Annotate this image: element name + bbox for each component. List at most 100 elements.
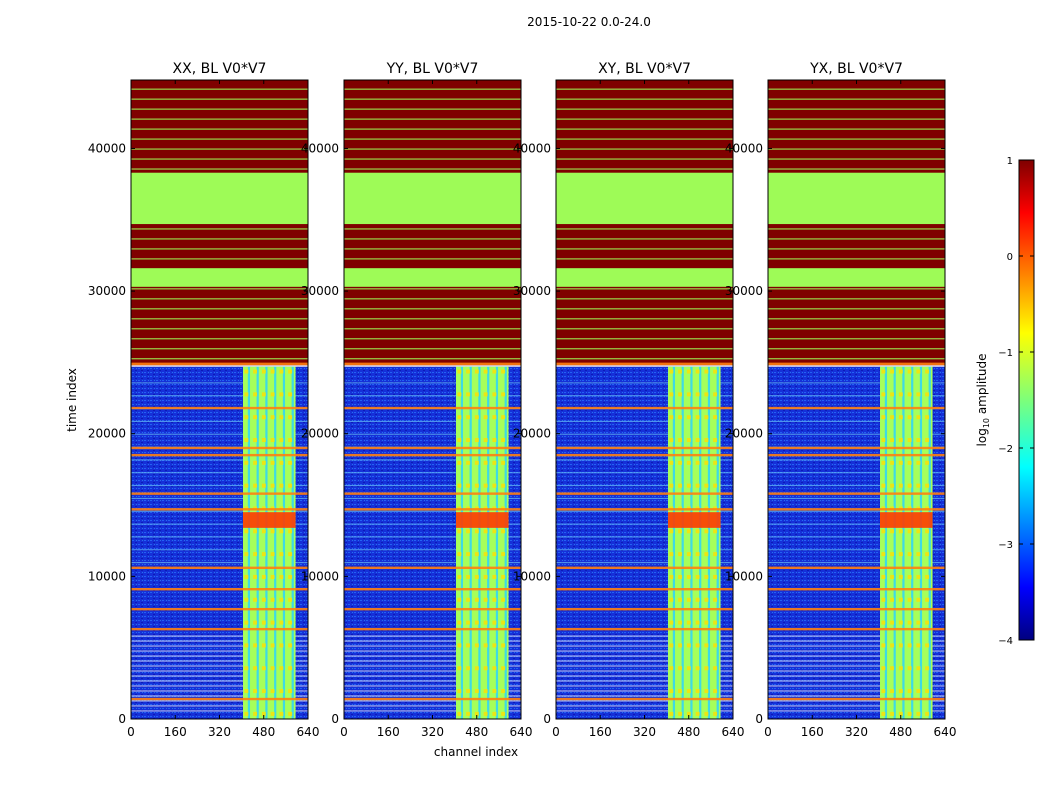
hot-spot <box>253 552 258 557</box>
hot-spot <box>916 689 921 694</box>
orange-row <box>556 362 733 366</box>
gap-line <box>556 685 733 687</box>
hot-spot <box>695 552 700 557</box>
hot-spot <box>898 392 903 397</box>
flagged-stripe <box>344 168 521 170</box>
hot-spot <box>695 483 700 488</box>
hot-spot <box>669 415 674 420</box>
hot-spot <box>253 529 258 534</box>
colorbar-gradient <box>1018 159 1035 641</box>
gap-line <box>556 670 733 672</box>
x-tick-label: 320 <box>208 725 231 739</box>
panel-title: XY, BL V0*V7 <box>598 61 691 77</box>
gap-line <box>344 705 521 707</box>
hot-spot <box>881 392 886 397</box>
gap-line <box>131 700 308 702</box>
gap-line <box>556 705 733 707</box>
gap-line <box>131 690 308 692</box>
hot-spot <box>890 529 895 534</box>
hot-spot <box>669 529 674 534</box>
hot-spot <box>253 666 258 671</box>
hot-spot <box>483 620 488 625</box>
channel-divider <box>681 366 684 719</box>
hot-spot <box>881 643 886 648</box>
hot-spot <box>686 460 691 465</box>
hot-spot <box>890 460 895 465</box>
hot-spot <box>907 666 912 671</box>
hot-spot <box>466 438 471 443</box>
hot-spot <box>501 392 506 397</box>
hot-spot <box>253 438 258 443</box>
bright-channel-block <box>880 366 933 719</box>
orange-row <box>768 446 945 450</box>
flagged-stripe <box>768 228 945 230</box>
orange-row <box>344 627 521 631</box>
hot-spot <box>678 643 683 648</box>
flagged-stripe <box>131 258 308 260</box>
hot-spot <box>678 529 683 534</box>
flagged-stripe <box>556 128 733 130</box>
hot-spot <box>279 483 284 488</box>
faint-line <box>768 510 945 512</box>
colorbar-tick-label: −4 <box>998 636 1013 647</box>
flagged-stripe <box>344 358 521 360</box>
hot-spot <box>483 597 488 602</box>
hot-spot <box>466 392 471 397</box>
hot-spot <box>288 392 293 397</box>
hot-spot <box>704 529 709 534</box>
hot-spot <box>713 666 718 671</box>
hot-spot <box>916 597 921 602</box>
flagged-stripe <box>344 88 521 90</box>
panel-title: YX, BL V0*V7 <box>809 61 903 77</box>
hot-spot <box>261 597 266 602</box>
hot-spot <box>253 369 258 374</box>
hot-spot <box>501 460 506 465</box>
hot-spot <box>457 369 462 374</box>
hot-spot <box>704 597 709 602</box>
channel-divider <box>928 366 931 719</box>
faint-line <box>131 536 308 538</box>
flagged-stripe <box>556 248 733 250</box>
faint-line <box>556 562 733 564</box>
y-tick-label: 30000 <box>725 284 763 298</box>
hot-spot <box>474 460 479 465</box>
gap-line <box>768 670 945 672</box>
hot-spot <box>907 415 912 420</box>
hot-spot <box>244 643 249 648</box>
hot-spot <box>916 552 921 557</box>
channel-divider <box>893 366 896 719</box>
hot-spot <box>907 574 912 579</box>
hot-spot <box>678 483 683 488</box>
orange-row <box>131 492 308 495</box>
hot-spot <box>890 711 895 716</box>
flagged-stripe <box>344 298 521 300</box>
light-band <box>768 172 945 225</box>
flagged-stripe <box>344 328 521 330</box>
orange-row <box>131 607 308 611</box>
colorbar-tick-label: 1 <box>1007 156 1013 167</box>
hot-spot <box>501 666 506 671</box>
hot-spot <box>457 620 462 625</box>
hot-spot <box>898 460 903 465</box>
hot-spot <box>704 689 709 694</box>
y-tick-label: 10000 <box>725 569 763 583</box>
hot-spot <box>244 483 249 488</box>
flagged-stripe <box>556 288 733 290</box>
y-tick-label: 30000 <box>88 284 126 298</box>
hot-spot <box>898 597 903 602</box>
hot-spot <box>907 552 912 557</box>
gap-line <box>556 635 733 637</box>
gap-line <box>556 680 733 682</box>
hot-spot <box>474 620 479 625</box>
hot-spot <box>925 369 930 374</box>
panel-1: YY, BL V0*V7 0 160 320 480 640 0 10000 20000 3000… <box>301 61 533 739</box>
flagged-stripe <box>344 138 521 140</box>
gap-line <box>768 690 945 692</box>
channel-divider <box>884 366 888 719</box>
x-tick-label: 0 <box>127 725 135 739</box>
hot-spot <box>244 529 249 534</box>
hot-spot <box>288 460 293 465</box>
hot-spot <box>898 689 903 694</box>
flagged-stripe <box>556 258 733 260</box>
hot-spot <box>270 643 275 648</box>
